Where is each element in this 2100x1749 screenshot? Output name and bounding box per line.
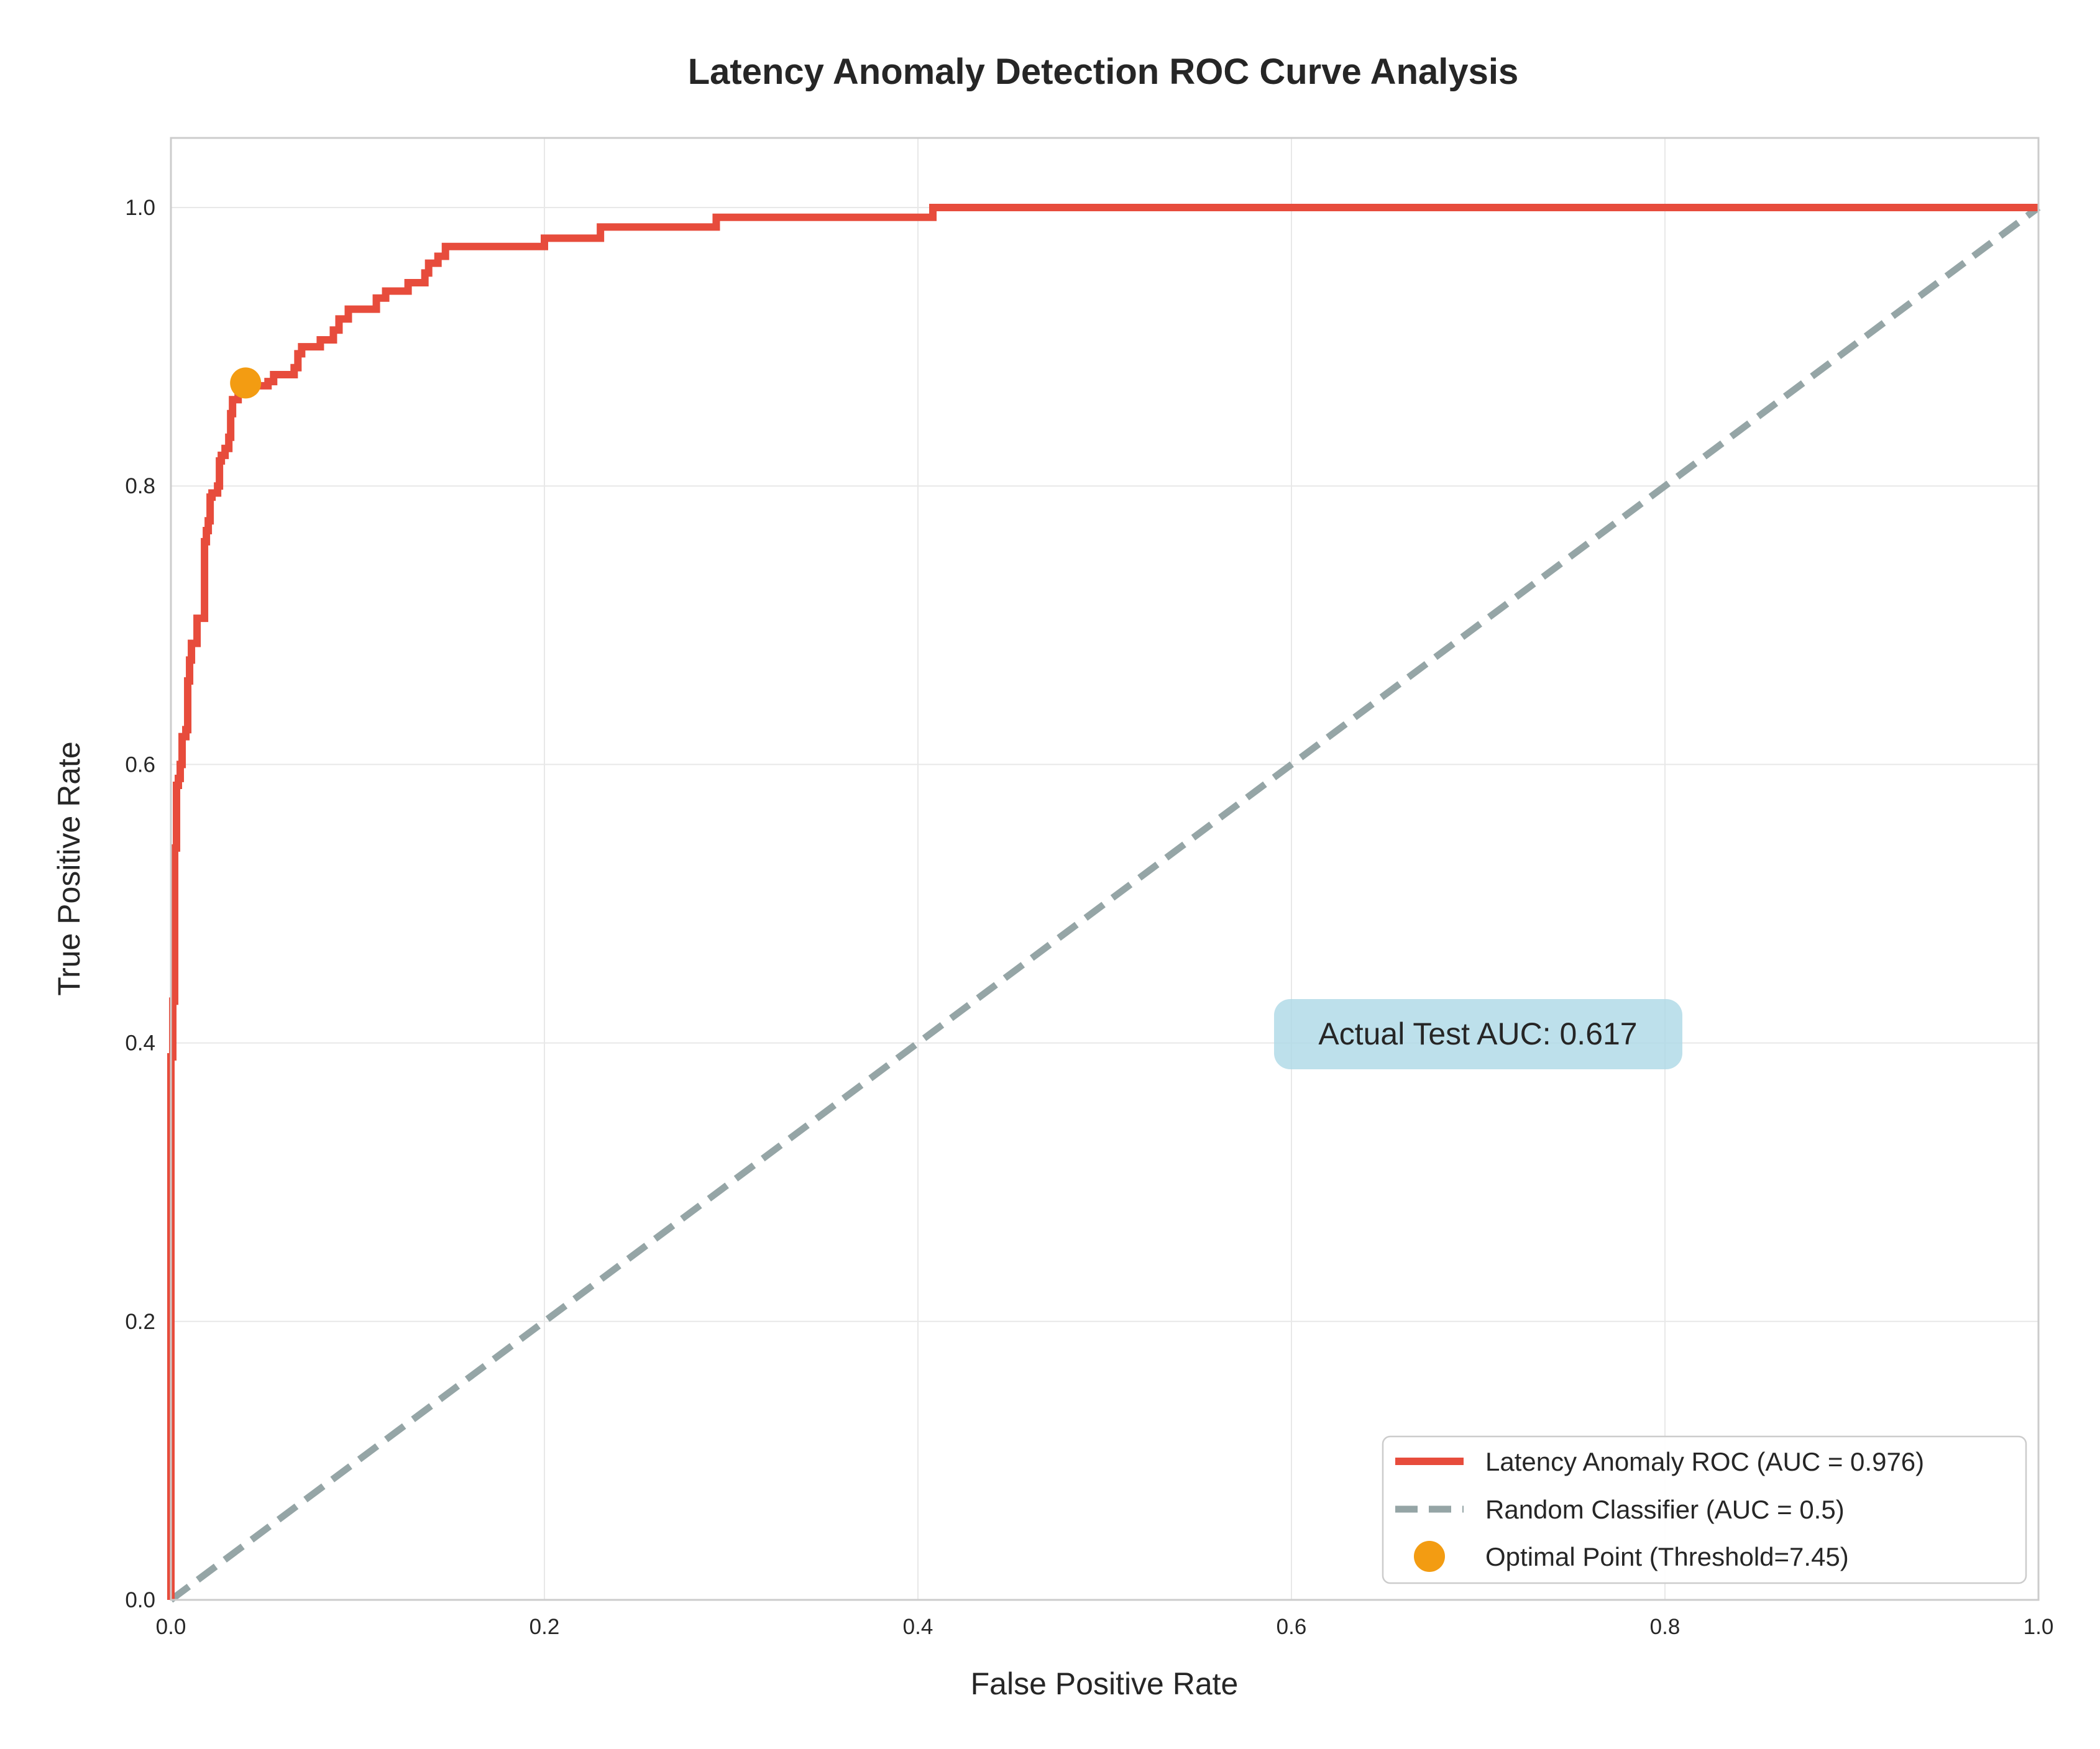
legend: Latency Anomaly ROC (AUC = 0.976) Random…: [1382, 1435, 2027, 1584]
roc-curve-line: [167, 204, 2038, 1600]
y-tick-label: 1.0: [125, 196, 155, 220]
plot-frame: [170, 137, 2040, 1601]
x-tick-label: 1.0: [2024, 1615, 2054, 1639]
legend-label-random: Random Classifier (AUC = 0.5): [1485, 1495, 1845, 1524]
series-layer: [167, 204, 2041, 1603]
y-tick-label: 0.2: [125, 1310, 155, 1334]
x-tick-label: 0.6: [1277, 1615, 1307, 1639]
x-tick-label: 0.4: [903, 1615, 933, 1639]
legend-swatch-optimal: [1414, 1541, 1445, 1572]
x-tick-label: 0.2: [530, 1615, 560, 1639]
random-classifier-line: [168, 204, 2041, 1603]
x-tick-label: 0.0: [156, 1615, 186, 1639]
x-axis-label: False Positive Rate: [971, 1666, 1239, 1701]
legend-label-roc: Latency Anomaly ROC (AUC = 0.976): [1485, 1447, 1924, 1476]
legend-frame: [1382, 1435, 2027, 1584]
legend-label-optimal: Optimal Point (Threshold=7.45): [1485, 1542, 1849, 1571]
x-tick-label: 0.8: [1650, 1615, 1680, 1639]
annotation-background: [1274, 999, 1682, 1069]
y-tick-label: 0.4: [125, 1031, 155, 1056]
grid-lines: [170, 138, 2039, 1601]
y-tick-label: 0.0: [125, 1588, 155, 1612]
chart-title: Latency Anomaly Detection ROC Curve Anal…: [688, 52, 1519, 92]
y-tick-label: 0.8: [125, 474, 155, 498]
optimal-point-marker: [230, 367, 262, 399]
plot-area: [171, 138, 2038, 1600]
y-axis-label: True Positive Rate: [52, 741, 86, 995]
annotation-text: Actual Test AUC: 0.617: [1318, 1016, 1637, 1051]
tick-labels: 0.0 0.2 0.4 0.6 0.8 1.0 0.0 0.2 0.4 0.6 0.8 1.0: [125, 196, 2053, 1639]
y-tick-label: 0.6: [125, 752, 155, 777]
annotation-box: Actual Test AUC: 0.617: [1274, 999, 1682, 1069]
